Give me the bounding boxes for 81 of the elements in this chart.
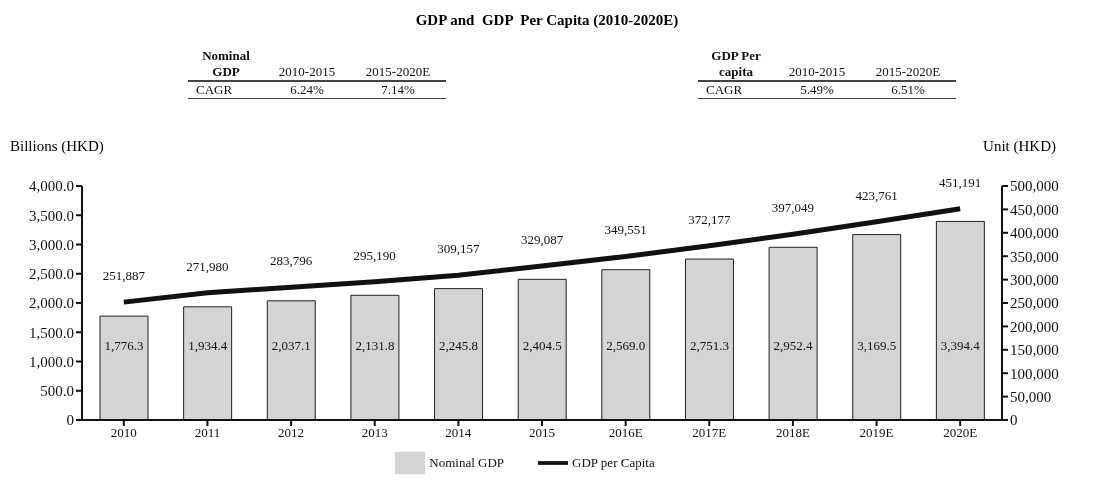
legend-label: GDP per Capita	[572, 454, 655, 470]
data-label: 329,087	[520, 231, 564, 247]
x-tick-label: 2014	[445, 425, 472, 441]
text: 2010-2015	[787, 63, 847, 81]
data-label: 309,157	[437, 241, 480, 257]
text: 6.51%	[890, 81, 926, 99]
data-label: 2,245.8	[439, 338, 479, 353]
bar	[350, 294, 400, 420]
x-tick-label: 2018E	[775, 425, 810, 441]
y2-tick-label: 450,000	[1010, 201, 1059, 218]
y2-tick-label: 300,000	[1010, 271, 1059, 288]
bar	[935, 220, 985, 420]
y2-tick-label: 500,000	[1010, 178, 1059, 195]
text: Nominal GDP	[201, 48, 251, 81]
text: GDP Per capita	[710, 48, 762, 81]
y2-axis-title: Unit (HKD)	[983, 138, 1056, 155]
x-tick-label: 2017E	[692, 425, 727, 441]
y2-tick-label: 350,000	[1010, 248, 1059, 265]
text: 2015-2020E	[874, 63, 942, 81]
y-tick-label: 4,000.0	[29, 178, 74, 195]
text: 2010-2015	[277, 63, 337, 81]
bar	[517, 278, 567, 420]
y-tick-label: 0	[66, 412, 74, 429]
data-label: 349,551	[604, 222, 647, 238]
y2-tick-label: 250,000	[1010, 295, 1059, 312]
x-tick-label: 2019E	[859, 425, 894, 441]
data-label: 2,569.0	[606, 338, 646, 353]
x-tick-label: 2010	[110, 425, 137, 441]
y-tick-label: 1,000.0	[29, 353, 74, 370]
y-tick-label: 2,500.0	[29, 266, 74, 283]
y-tick-label: 3,500.0	[29, 207, 74, 224]
bar	[684, 258, 734, 420]
text: 6.24%	[289, 81, 325, 99]
data-label: 397,049	[771, 200, 815, 216]
x-tick-label: 2012	[278, 425, 305, 441]
data-label: 2,404.5	[522, 338, 562, 353]
text: 7.14%	[380, 81, 416, 99]
data-label: 3,394.4	[940, 338, 981, 353]
chart-title: GDP and GDP Per Capita (2010-2020E)	[414, 12, 680, 29]
legend-label: Nominal GDP	[429, 454, 505, 470]
data-label: 283,796	[269, 253, 313, 269]
data-label: 251,887	[102, 268, 146, 284]
data-label: 1,934.4	[188, 338, 228, 353]
data-label: 451,191	[939, 174, 982, 190]
y2-tick-label: 150,000	[1010, 342, 1059, 359]
text: 2015-2020E	[364, 63, 432, 81]
y-axis-title: Billions (HKD)	[10, 138, 104, 155]
x-tick-label: 2020E	[943, 425, 978, 441]
bar	[266, 300, 316, 420]
y-tick-label: 3,000.0	[29, 236, 74, 253]
data-label: 423,761	[855, 187, 898, 203]
data-label: 3,169.5	[857, 338, 897, 353]
text: CAGR	[705, 81, 744, 99]
y2-tick-label: 50,000	[1010, 388, 1052, 405]
x-tick-label: 2015	[529, 425, 555, 441]
data-label: 2,131.8	[355, 338, 395, 353]
data-label: 271,980	[186, 258, 229, 274]
y-tick-label: 500.0	[40, 383, 74, 400]
data-label: 2,037.1	[271, 338, 311, 353]
y2-tick-label: 100,000	[1010, 365, 1059, 382]
data-label: 1,776.3	[104, 338, 144, 353]
bar	[99, 315, 149, 420]
text: 5.49%	[799, 81, 835, 99]
y2-tick-label: 200,000	[1010, 318, 1059, 335]
data-label: 2,751.3	[689, 338, 729, 353]
x-tick-label: 2013	[361, 425, 388, 441]
data-label: 295,190	[353, 247, 396, 263]
bar	[434, 288, 484, 420]
bar	[768, 246, 818, 420]
data-label: 372,177	[688, 211, 731, 227]
x-tick-label: 2016E	[608, 425, 643, 441]
y-tick-label: 2,000.0	[29, 295, 74, 312]
x-tick-label: 2011	[194, 425, 221, 441]
y2-tick-label: 400,000	[1010, 225, 1059, 242]
bar	[183, 306, 233, 420]
y-tick-label: 1,500.0	[29, 324, 74, 341]
bar	[601, 269, 651, 420]
data-label: 2,952.4	[773, 338, 814, 353]
text: CAGR	[195, 81, 234, 99]
y2-tick-label: 0	[1010, 412, 1018, 429]
bar	[852, 234, 902, 420]
